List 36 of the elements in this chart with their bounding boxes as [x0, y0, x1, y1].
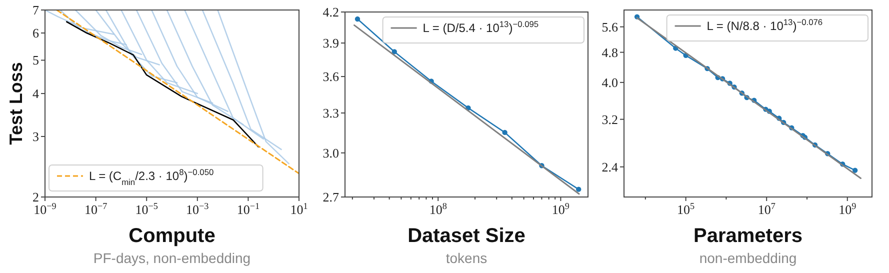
x-axis-title: Compute: [128, 225, 216, 247]
text: PF-days, non-embedding: [93, 250, 251, 266]
legend-label: L = (C$_{min}$/2.3 · 10$^{8}$)$^{−0.050}$: [89, 167, 214, 187]
x-tick-label: 10$^{7}$: [758, 201, 776, 217]
x-axis-title: Parameters: [694, 225, 802, 247]
y-tick-label: 4.0: [602, 74, 618, 90]
x-axis-title: Dataset Size: [408, 225, 526, 247]
x-tick-label: 10$^{−3}$: [186, 201, 210, 217]
y-tick-label: 3.3: [322, 105, 339, 120]
y-axis-title: Test Loss: [6, 62, 26, 145]
x-tick-label: 10$^{5}$: [677, 201, 696, 217]
y-tick-label: 3.0: [322, 145, 339, 160]
x-tick-label: 10$^{−5}$: [135, 201, 158, 217]
text: tokens: [446, 250, 488, 266]
y-tick-label: 3: [32, 128, 39, 144]
y-tick-label: 3.6: [322, 69, 340, 84]
text: non-embedding: [699, 250, 797, 266]
y-tick-label: 4: [32, 86, 40, 102]
y-tick-label: 7: [32, 2, 40, 18]
legend-label: L = (N/8.8 · 10$^{13}$)$^{−0.076}$: [706, 17, 823, 33]
y-tick-label: 4.2: [322, 4, 339, 20]
x-tick-label: 10$^{9}$: [838, 201, 857, 217]
x-tick-label: 10$^{9}$: [552, 201, 570, 217]
y-tick-label: 5: [32, 52, 39, 68]
y-tick-label: 3.2: [602, 112, 618, 127]
y-tick-label: 4.8: [602, 44, 618, 60]
x-tick-label: 10$^{8}$: [429, 201, 448, 217]
y-tick-label: 5.6: [602, 19, 618, 34]
y-tick-label: 6: [32, 26, 40, 41]
legend-label: L = (D/5.4 · 10$^{13}$)$^{−0.095}$: [422, 19, 539, 35]
y-tick-label: 2.7: [322, 190, 340, 204]
x-tick-label: 10$^{1}$: [290, 201, 308, 217]
y-tick-label: 2.4: [602, 159, 618, 174]
x-tick-label: 10$^{−7}$: [84, 201, 108, 217]
y-tick-label: 3.9: [322, 36, 339, 51]
x-tick-label: 10$^{−1}$: [236, 201, 260, 217]
